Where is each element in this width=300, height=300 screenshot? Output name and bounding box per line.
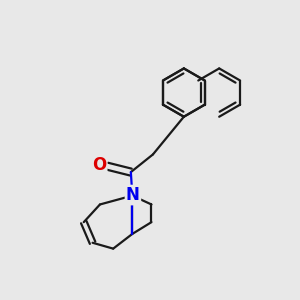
Text: N: N — [126, 186, 140, 204]
Text: O: O — [92, 156, 106, 174]
